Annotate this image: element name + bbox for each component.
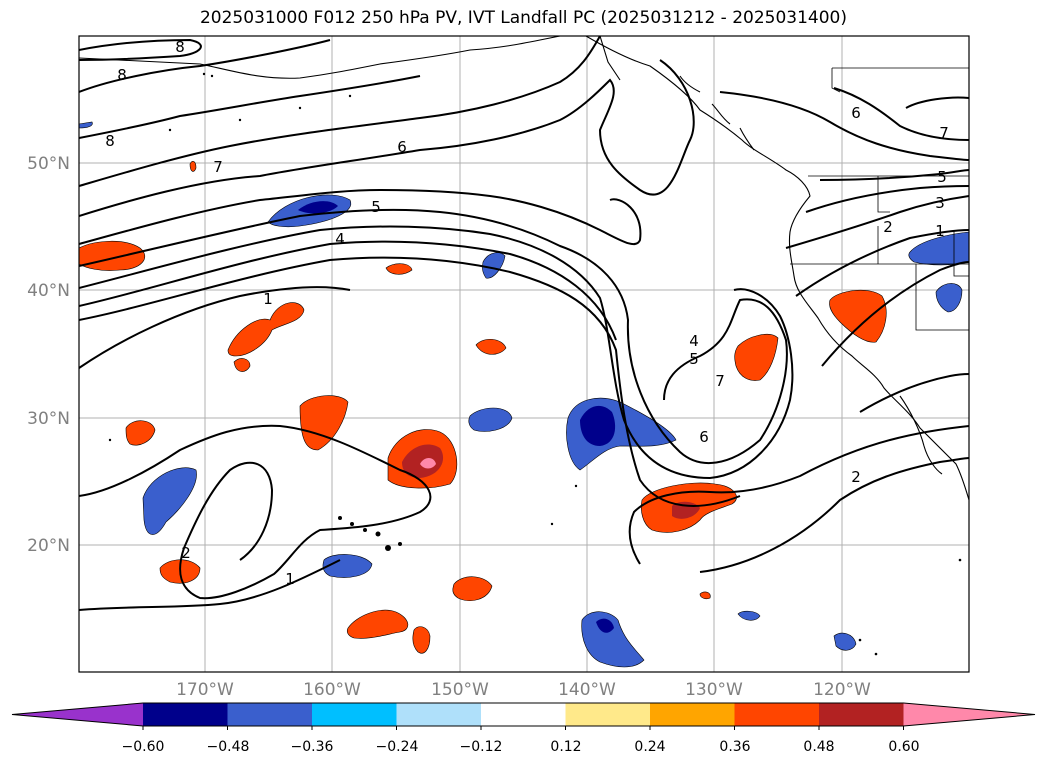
map-title: 2025031000 F012 250 hPa PV, IVT Landfall…	[199, 8, 847, 28]
colorbar-tick-label: −0.12	[460, 739, 503, 755]
colorbar-tick-label: 0.12	[550, 739, 581, 755]
gridlines	[79, 36, 969, 672]
colorbar-segment	[650, 703, 735, 726]
contour-label: 6	[699, 428, 709, 446]
colorbar-tick-label: −0.48	[207, 739, 250, 755]
longitude-labels: 170°W 160°W 150°W 140°W 130°W 120°W	[176, 680, 871, 700]
map-panel	[79, 36, 969, 672]
colorbar-segment	[312, 703, 397, 726]
lon-label: 120°W	[813, 680, 871, 700]
colorbar-tick-label: −0.24	[376, 739, 419, 755]
colorbar-segment	[565, 703, 651, 726]
borders	[790, 67, 969, 331]
contour-label: 5	[371, 198, 381, 216]
colorbar-tick-label: −0.60	[122, 739, 165, 755]
coastlines	[79, 36, 969, 501]
colorbar-segment	[819, 703, 904, 726]
colorbar-tick-labels: −0.60 −0.48 −0.36 −0.24 −0.12 0.12 0.24 …	[122, 739, 920, 755]
latitude-labels: 50°N 40°N 30°N 20°N	[27, 154, 70, 556]
lon-label: 140°W	[558, 680, 616, 700]
contour-label: 3	[935, 194, 945, 212]
colorbar-segment	[227, 703, 313, 726]
colorbar-segment	[143, 703, 228, 726]
lat-label: 50°N	[27, 154, 70, 174]
colorbar-tick-label: 0.24	[634, 739, 665, 755]
contour-label: 6	[851, 104, 861, 122]
colorbar-tick-label: −0.36	[291, 739, 334, 755]
contour-label: 2	[851, 468, 861, 486]
map-frame	[78, 35, 970, 673]
contour-label: 1	[935, 222, 945, 240]
lat-label: 30°N	[27, 409, 70, 429]
ivt-contours	[79, 36, 969, 611]
contour-label-layer: 8 8 8 7 6 5 4 1 4 5 7 6 6 7 5 3 2 1 2 2 …	[105, 38, 949, 588]
lat-label: 40°N	[27, 281, 70, 301]
colorbar-segment	[396, 703, 482, 726]
contour-label: 8	[175, 38, 185, 56]
lon-label: 130°W	[685, 680, 743, 700]
colorbar-extend-max	[903, 703, 1035, 726]
contour-label: 1	[263, 290, 273, 308]
contour-label: 7	[939, 124, 949, 142]
contour-label: 1	[285, 570, 295, 588]
contour-label: 4	[689, 332, 699, 350]
colorbar-tick-label: 0.60	[888, 739, 919, 755]
contour-label: 2	[181, 544, 191, 562]
colorbar-tick-label: 0.36	[719, 739, 750, 755]
contour-label: 7	[213, 158, 223, 176]
contour-label: 8	[117, 66, 127, 84]
contour-label: 7	[715, 372, 725, 390]
colorbar-segment	[734, 703, 820, 726]
colorbar	[11, 702, 1036, 730]
contour-label: 8	[105, 132, 115, 150]
pv-anomaly-fills	[79, 121, 969, 668]
colorbar-segment	[481, 703, 566, 726]
contour-label: 4	[335, 230, 345, 248]
lon-label: 150°W	[431, 680, 489, 700]
islands	[108, 72, 962, 656]
contour-label: 2	[883, 218, 893, 236]
colorbar-tick-label: 0.48	[803, 739, 834, 755]
lon-label: 160°W	[303, 680, 361, 700]
contour-label: 5	[937, 168, 947, 186]
contour-label: 6	[397, 138, 407, 156]
lon-label: 170°W	[176, 680, 234, 700]
lat-label: 20°N	[27, 536, 70, 556]
contour-label: 5	[689, 350, 699, 368]
colorbar-extend-min	[12, 703, 143, 726]
